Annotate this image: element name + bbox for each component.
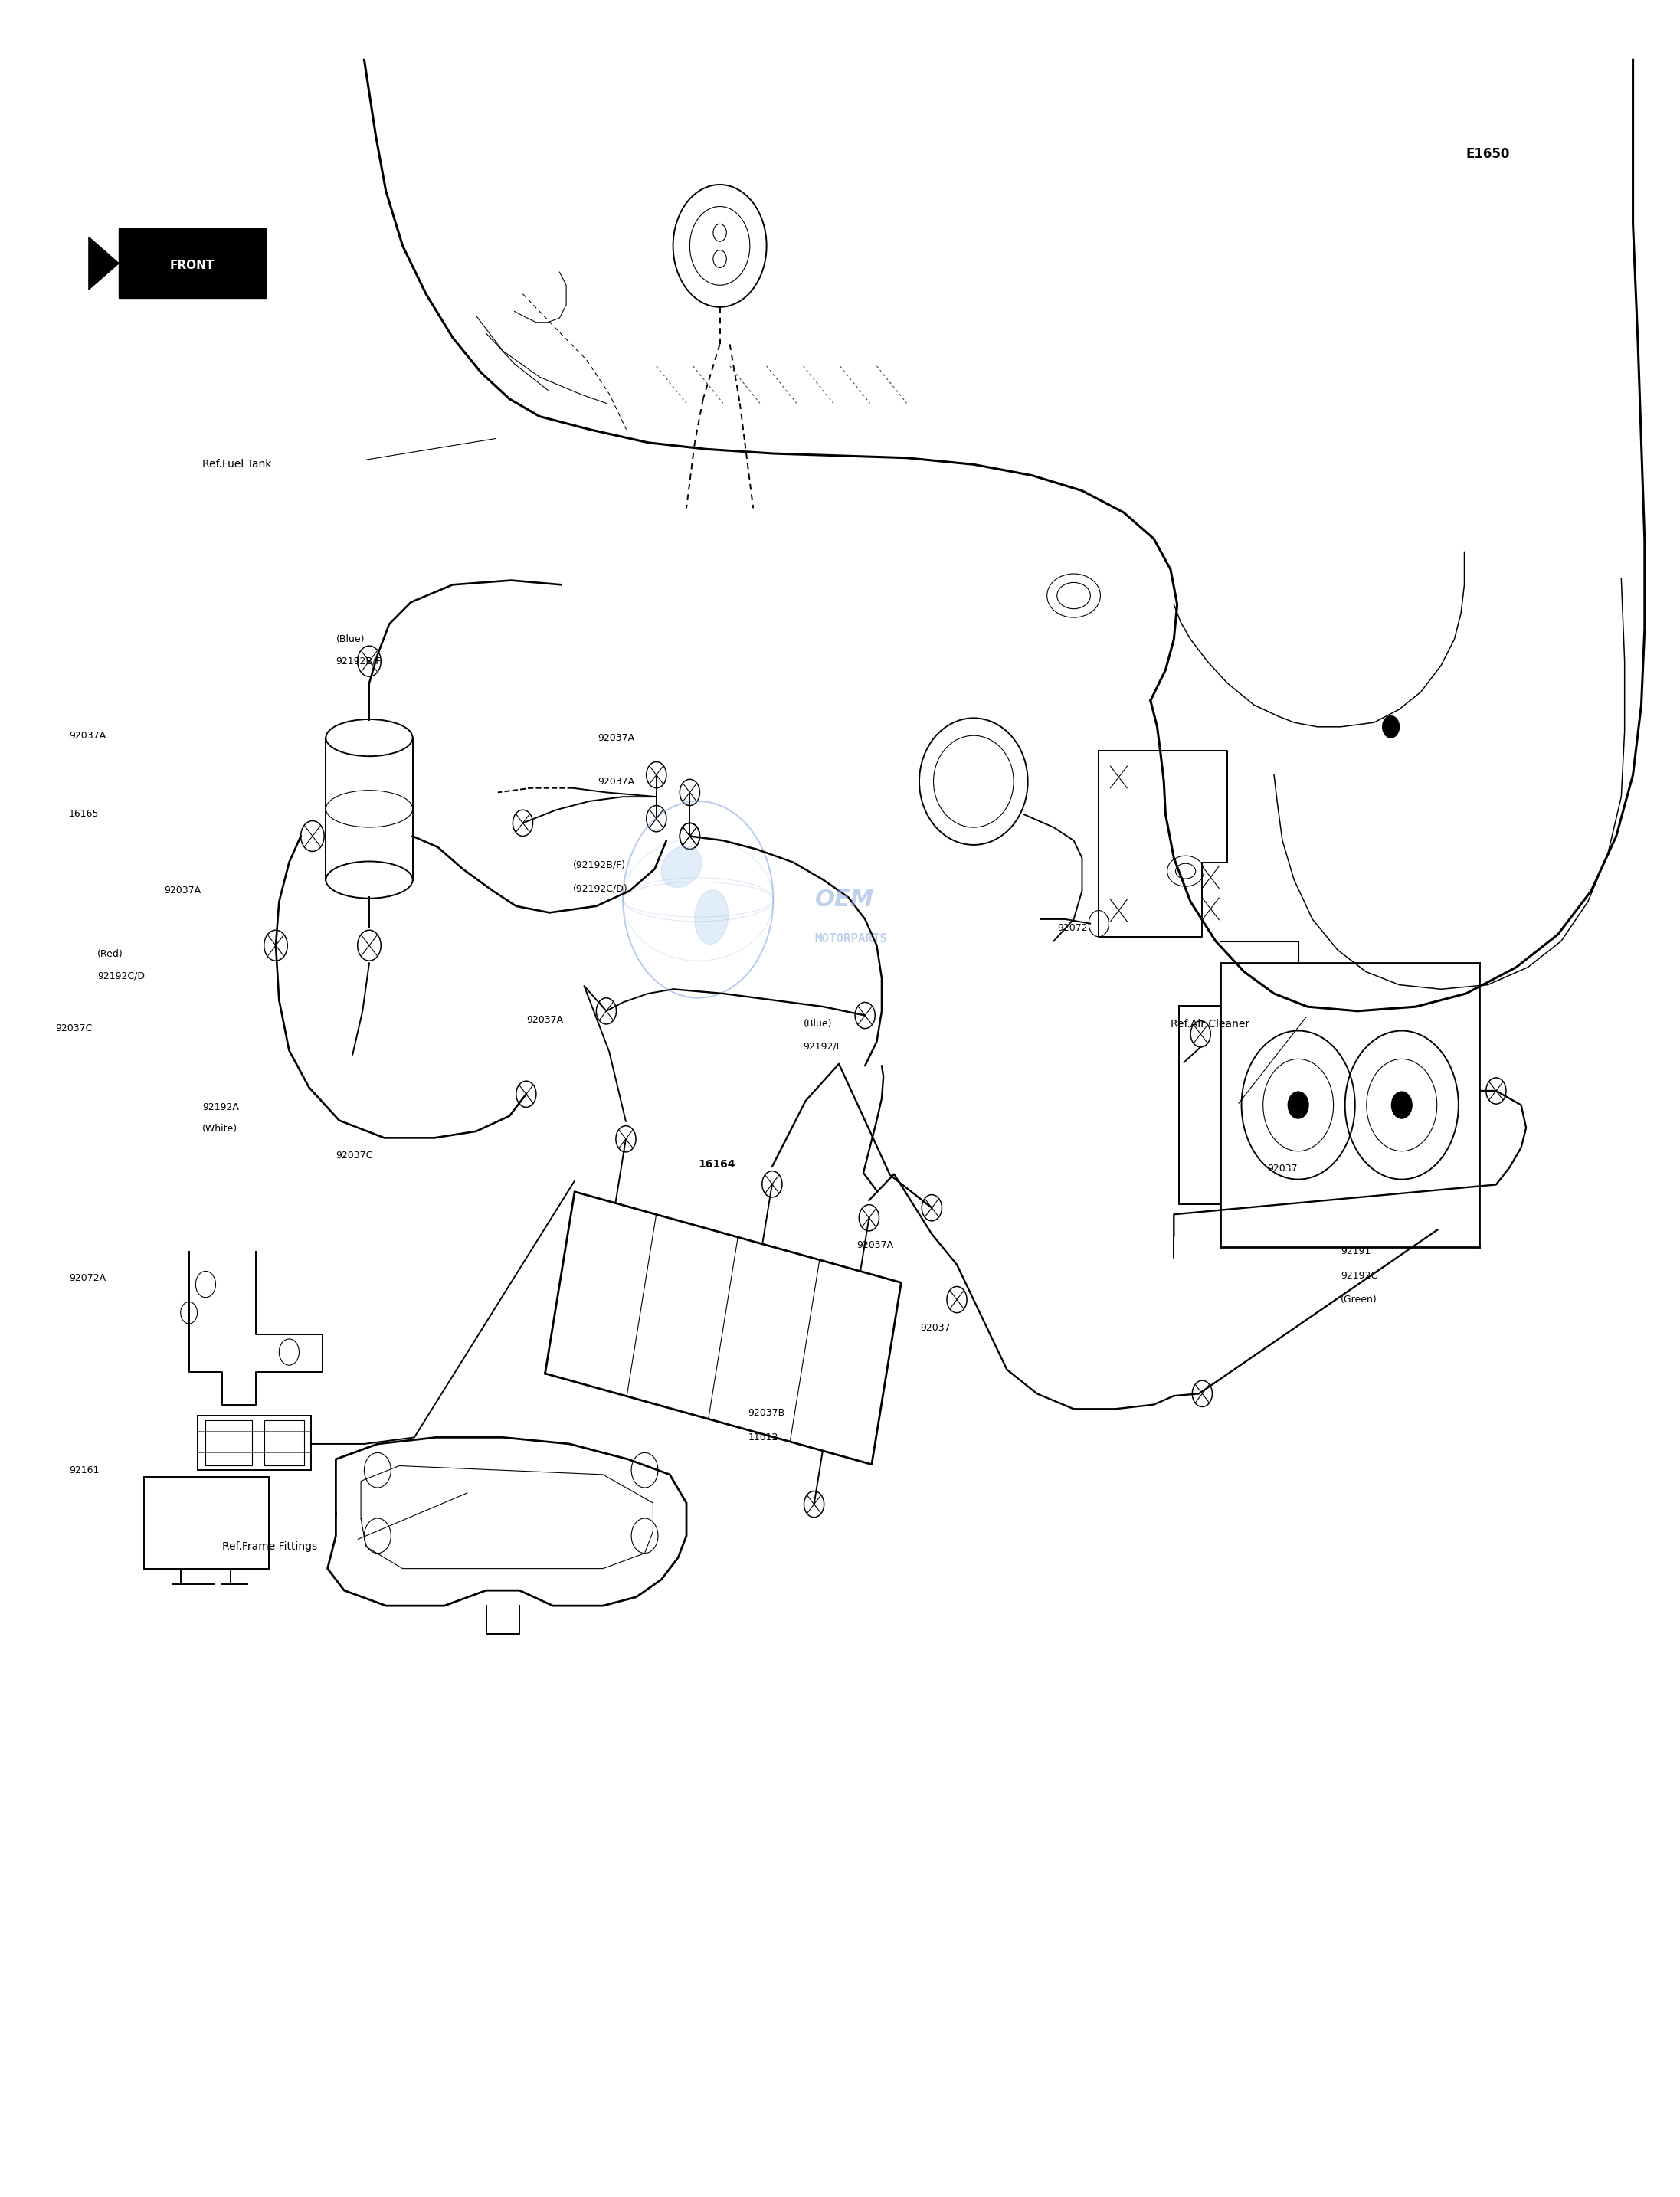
Text: 92192B/F: 92192B/F xyxy=(336,657,381,666)
Text: MOTORPARTS: MOTORPARTS xyxy=(815,934,887,945)
Text: (White): (White) xyxy=(202,1125,237,1134)
Text: FRONT: FRONT xyxy=(170,259,215,270)
Bar xyxy=(119,228,265,299)
Text: (Green): (Green) xyxy=(1341,1294,1378,1305)
Text: 92037: 92037 xyxy=(1267,1164,1297,1173)
Circle shape xyxy=(1289,1092,1309,1118)
Text: 92161: 92161 xyxy=(69,1465,99,1474)
Text: Ref.Air Cleaner: Ref.Air Cleaner xyxy=(1171,1019,1250,1030)
Ellipse shape xyxy=(694,890,729,945)
Bar xyxy=(205,1419,252,1465)
Circle shape xyxy=(1383,716,1399,738)
Text: 16165: 16165 xyxy=(69,808,99,819)
Text: 92191: 92191 xyxy=(1341,1246,1371,1257)
Text: 92037: 92037 xyxy=(921,1323,951,1334)
Text: 92037C: 92037C xyxy=(55,1024,92,1033)
Text: Ref.Fuel Tank: Ref.Fuel Tank xyxy=(202,459,272,470)
Text: (Blue): (Blue) xyxy=(803,1019,832,1028)
Text: 92192A: 92192A xyxy=(202,1103,239,1112)
Text: (Blue): (Blue) xyxy=(336,635,365,644)
Text: 92037A: 92037A xyxy=(69,732,106,740)
Text: 92192/E: 92192/E xyxy=(803,1041,843,1050)
Text: 11012: 11012 xyxy=(748,1432,778,1443)
Text: 92037A: 92037A xyxy=(598,734,635,743)
Text: 92037A: 92037A xyxy=(857,1239,894,1250)
Text: 92037A: 92037A xyxy=(526,1015,563,1024)
Text: (Red): (Red) xyxy=(97,949,123,960)
Text: 16164: 16164 xyxy=(699,1158,736,1169)
Bar xyxy=(264,1419,304,1465)
Text: 92192C/D: 92192C/D xyxy=(97,971,144,982)
Text: 92037B: 92037B xyxy=(748,1408,785,1419)
Circle shape xyxy=(1391,1092,1411,1118)
Text: (92192C/D): (92192C/D) xyxy=(573,883,628,894)
Ellipse shape xyxy=(662,846,702,888)
Bar xyxy=(144,1476,269,1569)
Text: Ref.Frame Fittings: Ref.Frame Fittings xyxy=(222,1542,318,1551)
Text: 92037A: 92037A xyxy=(165,885,202,896)
Polygon shape xyxy=(89,237,119,290)
Text: 92072: 92072 xyxy=(1057,923,1087,934)
Text: 92072A: 92072A xyxy=(69,1272,106,1283)
Text: E1650: E1650 xyxy=(1467,147,1510,160)
Text: 92192G: 92192G xyxy=(1341,1270,1379,1281)
Text: 92037C: 92037C xyxy=(336,1151,373,1160)
Text: OEM: OEM xyxy=(815,888,874,910)
Bar xyxy=(197,1415,311,1470)
Text: 92037A: 92037A xyxy=(598,776,635,787)
Text: (92192B/F): (92192B/F) xyxy=(573,859,627,870)
